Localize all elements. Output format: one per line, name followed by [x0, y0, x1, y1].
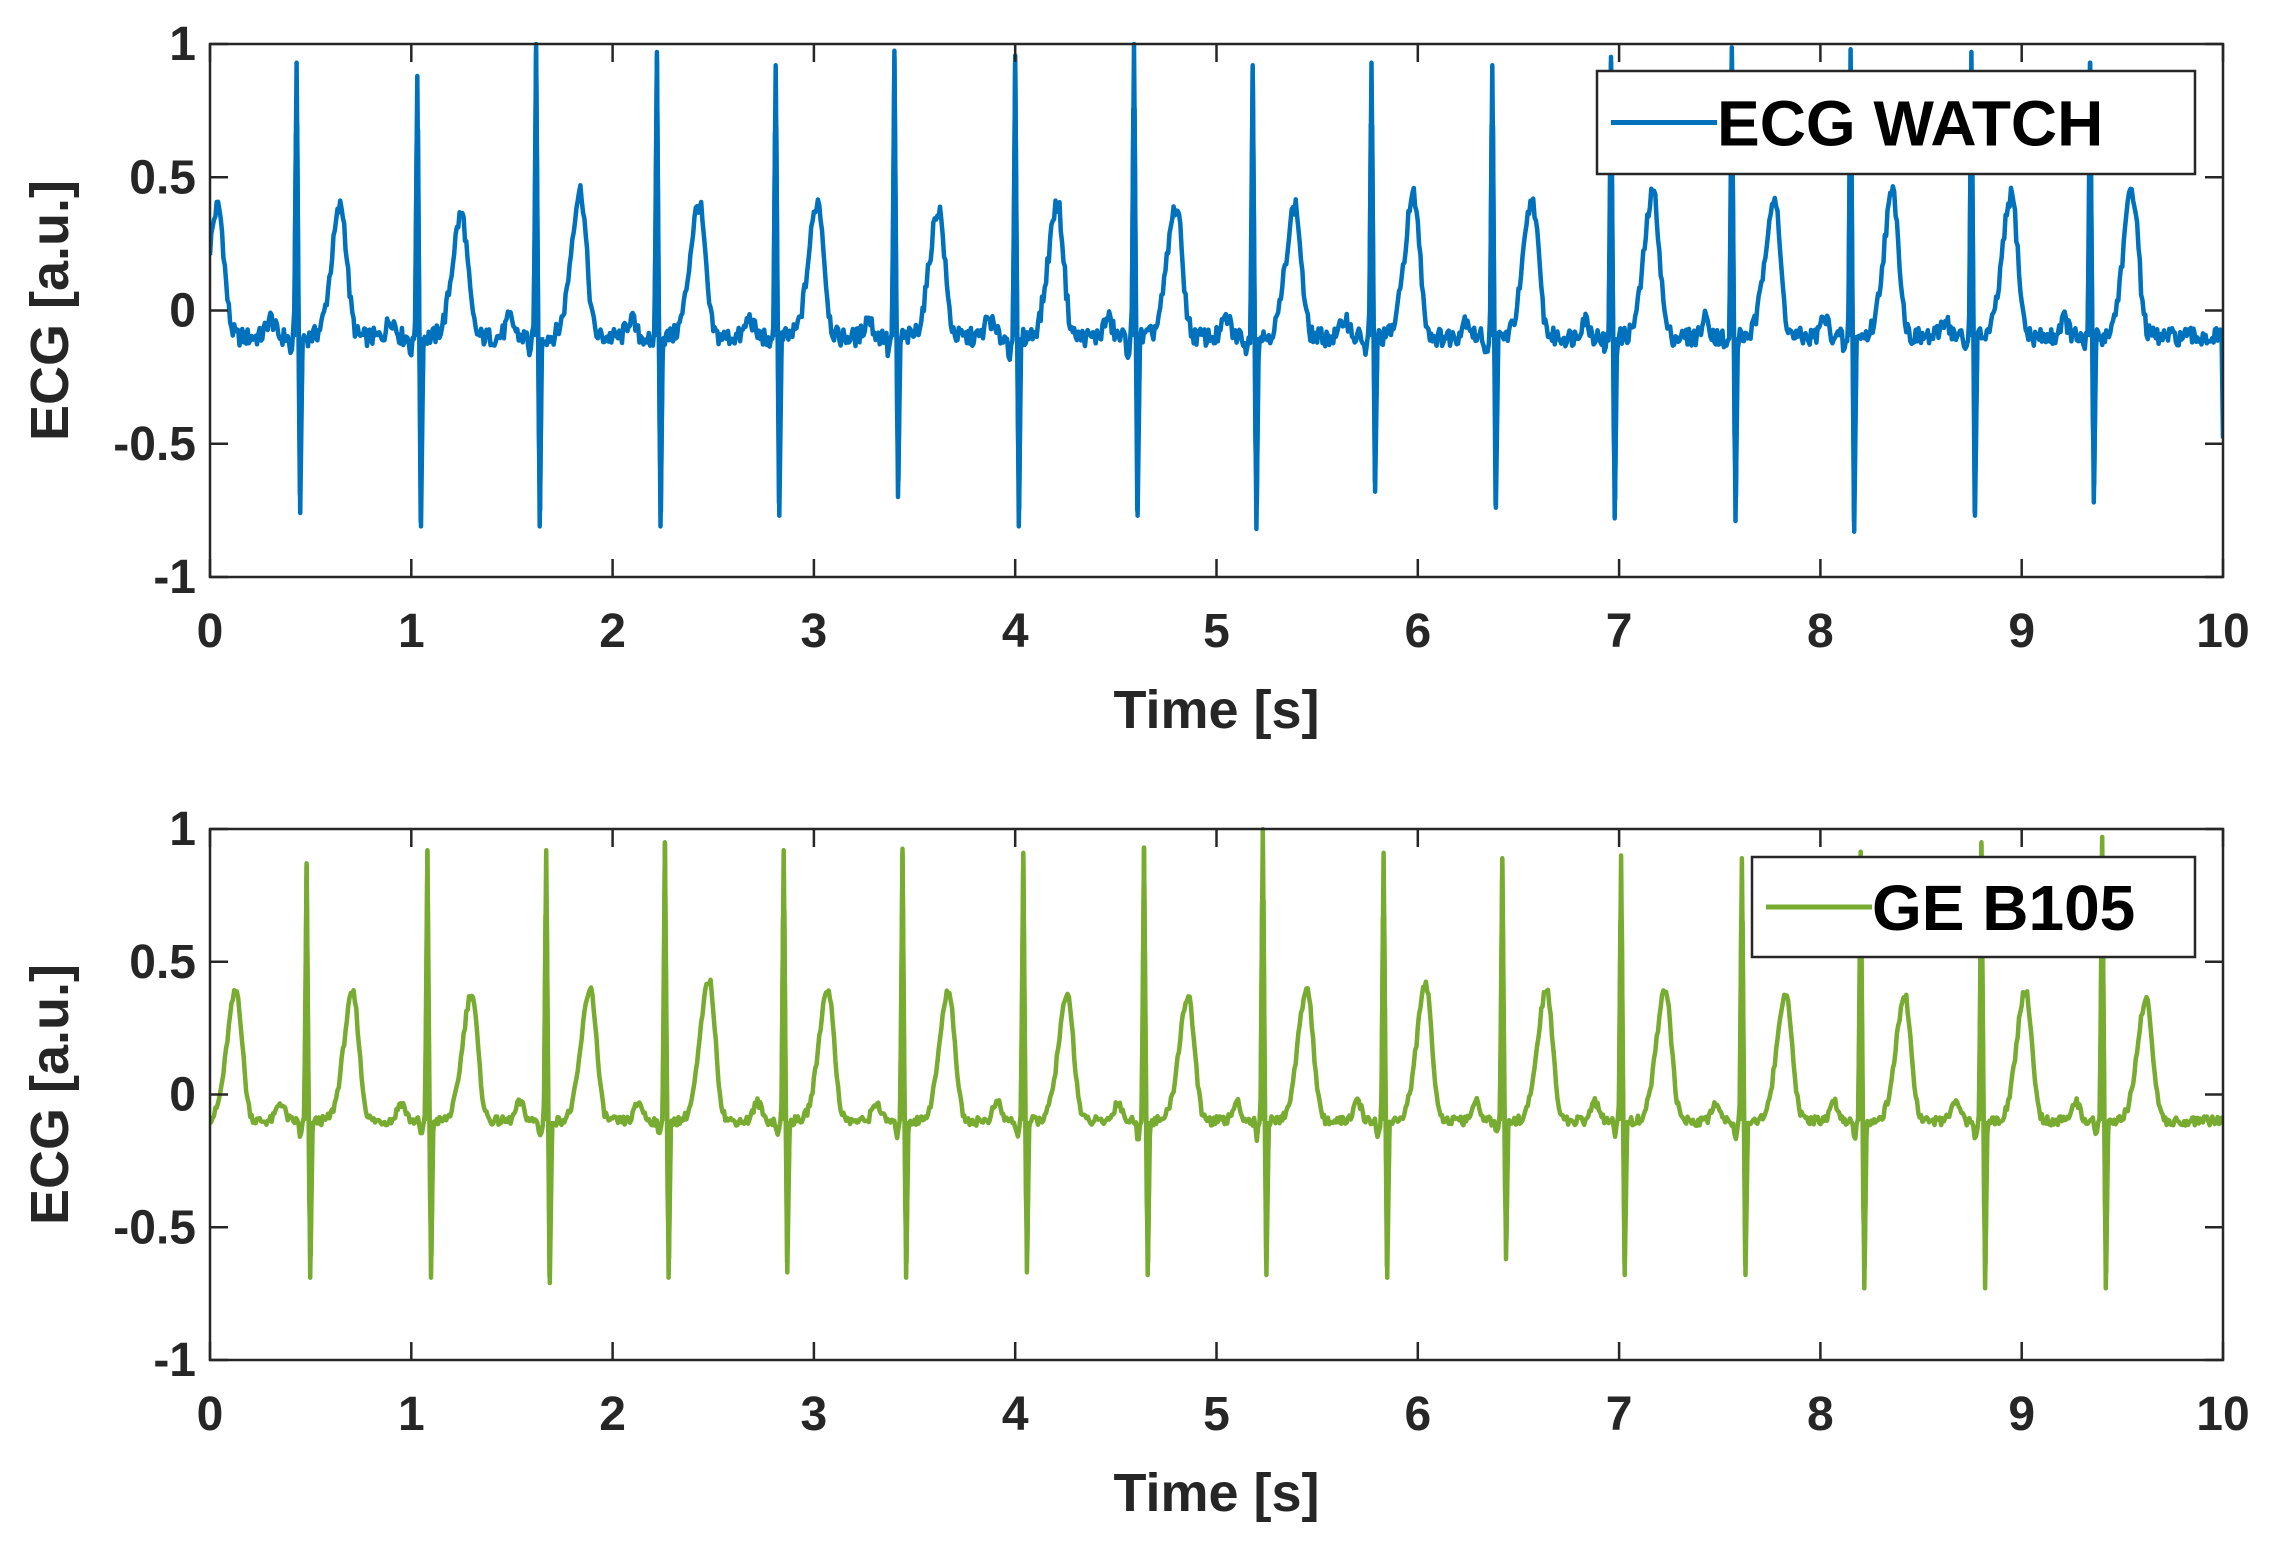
qrs-complex-7 — [1018, 850, 1032, 1275]
x-tick-label: 1 — [398, 1388, 425, 1441]
qrs-complex-3 — [541, 847, 555, 1286]
x-tick-label: 7 — [1606, 605, 1633, 658]
x-tick-label: 10 — [2196, 1388, 2249, 1441]
x-tick-label: 8 — [1807, 1388, 1834, 1441]
x-tick-label: 9 — [2008, 605, 2035, 658]
x-axis-label: Time [s] — [1113, 1463, 1319, 1523]
qrs-complex-14 — [1855, 850, 1869, 1291]
x-tick-label: 6 — [1404, 605, 1431, 658]
x-tick-label: 2 — [599, 605, 626, 658]
qrs-complex-15 — [1976, 840, 1990, 1291]
x-tick-label: 0 — [197, 1388, 224, 1441]
qrs-complex-6 — [897, 850, 911, 1280]
qrs-complex-4 — [652, 49, 666, 529]
qrs-complex-13 — [1727, 49, 1741, 524]
qrs-complex-2 — [422, 847, 436, 1280]
series-line — [210, 45, 2223, 524]
qrs-complex-2 — [412, 73, 426, 529]
x-tick-label: 8 — [1807, 605, 1834, 658]
ecg-panel-2: 0 1 2 3 4 5 6 7 8 9 10 1 0.5 0 -0.5 -1 Time [s] ECG [a.u.… — [20, 803, 2250, 1523]
ecg-panel-1: 0 1 2 3 4 5 6 7 8 9 10 1 0.5 0 -0.5 -1 Time [s] ECG [a.u.… — [20, 18, 2250, 740]
x-tick-label: 5 — [1203, 605, 1230, 658]
y-axis-label: ECG [a.u.] — [20, 180, 80, 441]
qrs-complex-11 — [1487, 63, 1501, 510]
qrs-complex-12 — [1606, 60, 1620, 521]
qrs-complex-9 — [1248, 63, 1262, 532]
x-tick-label: 6 — [1404, 1388, 1431, 1441]
qrs-complex-5 — [770, 63, 784, 518]
qrs-complex-11 — [1497, 855, 1511, 1262]
qrs-complex-6 — [889, 55, 903, 500]
qrs-complex-10 — [1366, 60, 1380, 494]
qrs-complex-15 — [1966, 49, 1980, 518]
y-tick-label: -1 — [153, 551, 196, 604]
legend-label: ECG WATCH — [1717, 88, 2103, 160]
qrs-complex-8 — [1139, 845, 1153, 1278]
qrs-complex-13 — [1737, 855, 1751, 1278]
qrs-complex-16 — [2085, 60, 2099, 505]
x-tick-label: 2 — [599, 1388, 626, 1441]
x-tick-label: 0 — [197, 605, 224, 658]
qrs-complex-14 — [1845, 47, 1859, 534]
y-tick-label: -0.5 — [113, 418, 196, 471]
x-axis-label: Time [s] — [1113, 680, 1319, 740]
y-tick-label: 0.5 — [129, 936, 196, 989]
qrs-complex-12 — [1616, 853, 1630, 1278]
qrs-complex-4 — [660, 840, 674, 1280]
qrs-complex-1 — [291, 60, 305, 516]
x-tick-label: 10 — [2196, 605, 2249, 658]
x-tick-label: 4 — [1002, 605, 1029, 658]
x-tick-label: 1 — [398, 605, 425, 658]
qrs-complex-9 — [1258, 827, 1272, 1278]
legend: GE B105 — [1750, 855, 2197, 959]
qrs-complex-16 — [2097, 834, 2111, 1291]
qrs-complex-1 — [301, 863, 315, 1280]
legend: ECG WATCH — [1595, 69, 2197, 176]
y-tick-label: -1 — [153, 1334, 196, 1387]
x-tick-label: 7 — [1606, 1388, 1633, 1441]
qrs-complex-3 — [531, 42, 545, 529]
y-tick-label: 1 — [169, 18, 196, 71]
qrs-complex-7 — [1010, 60, 1024, 529]
x-tick-label: 5 — [1203, 1388, 1230, 1441]
x-tick-label: 3 — [801, 605, 828, 658]
y-tick-label: -0.5 — [113, 1201, 196, 1254]
x-tick-label: 3 — [801, 1388, 828, 1441]
y-tick-label: 0.5 — [129, 151, 196, 204]
y-tick-label: 1 — [169, 803, 196, 856]
qrs-complex-10 — [1378, 850, 1392, 1280]
qrs-complex-5 — [779, 847, 792, 1275]
qrs-complex-8 — [1129, 42, 1143, 518]
y-tick-label: 0 — [169, 1069, 196, 1122]
x-tick-label: 4 — [1002, 1388, 1029, 1441]
y-tick-label: 0 — [169, 285, 196, 338]
legend-label: GE B105 — [1872, 872, 2135, 944]
y-axis-label: ECG [a.u.] — [20, 964, 80, 1225]
x-tick-label: 9 — [2008, 1388, 2035, 1441]
